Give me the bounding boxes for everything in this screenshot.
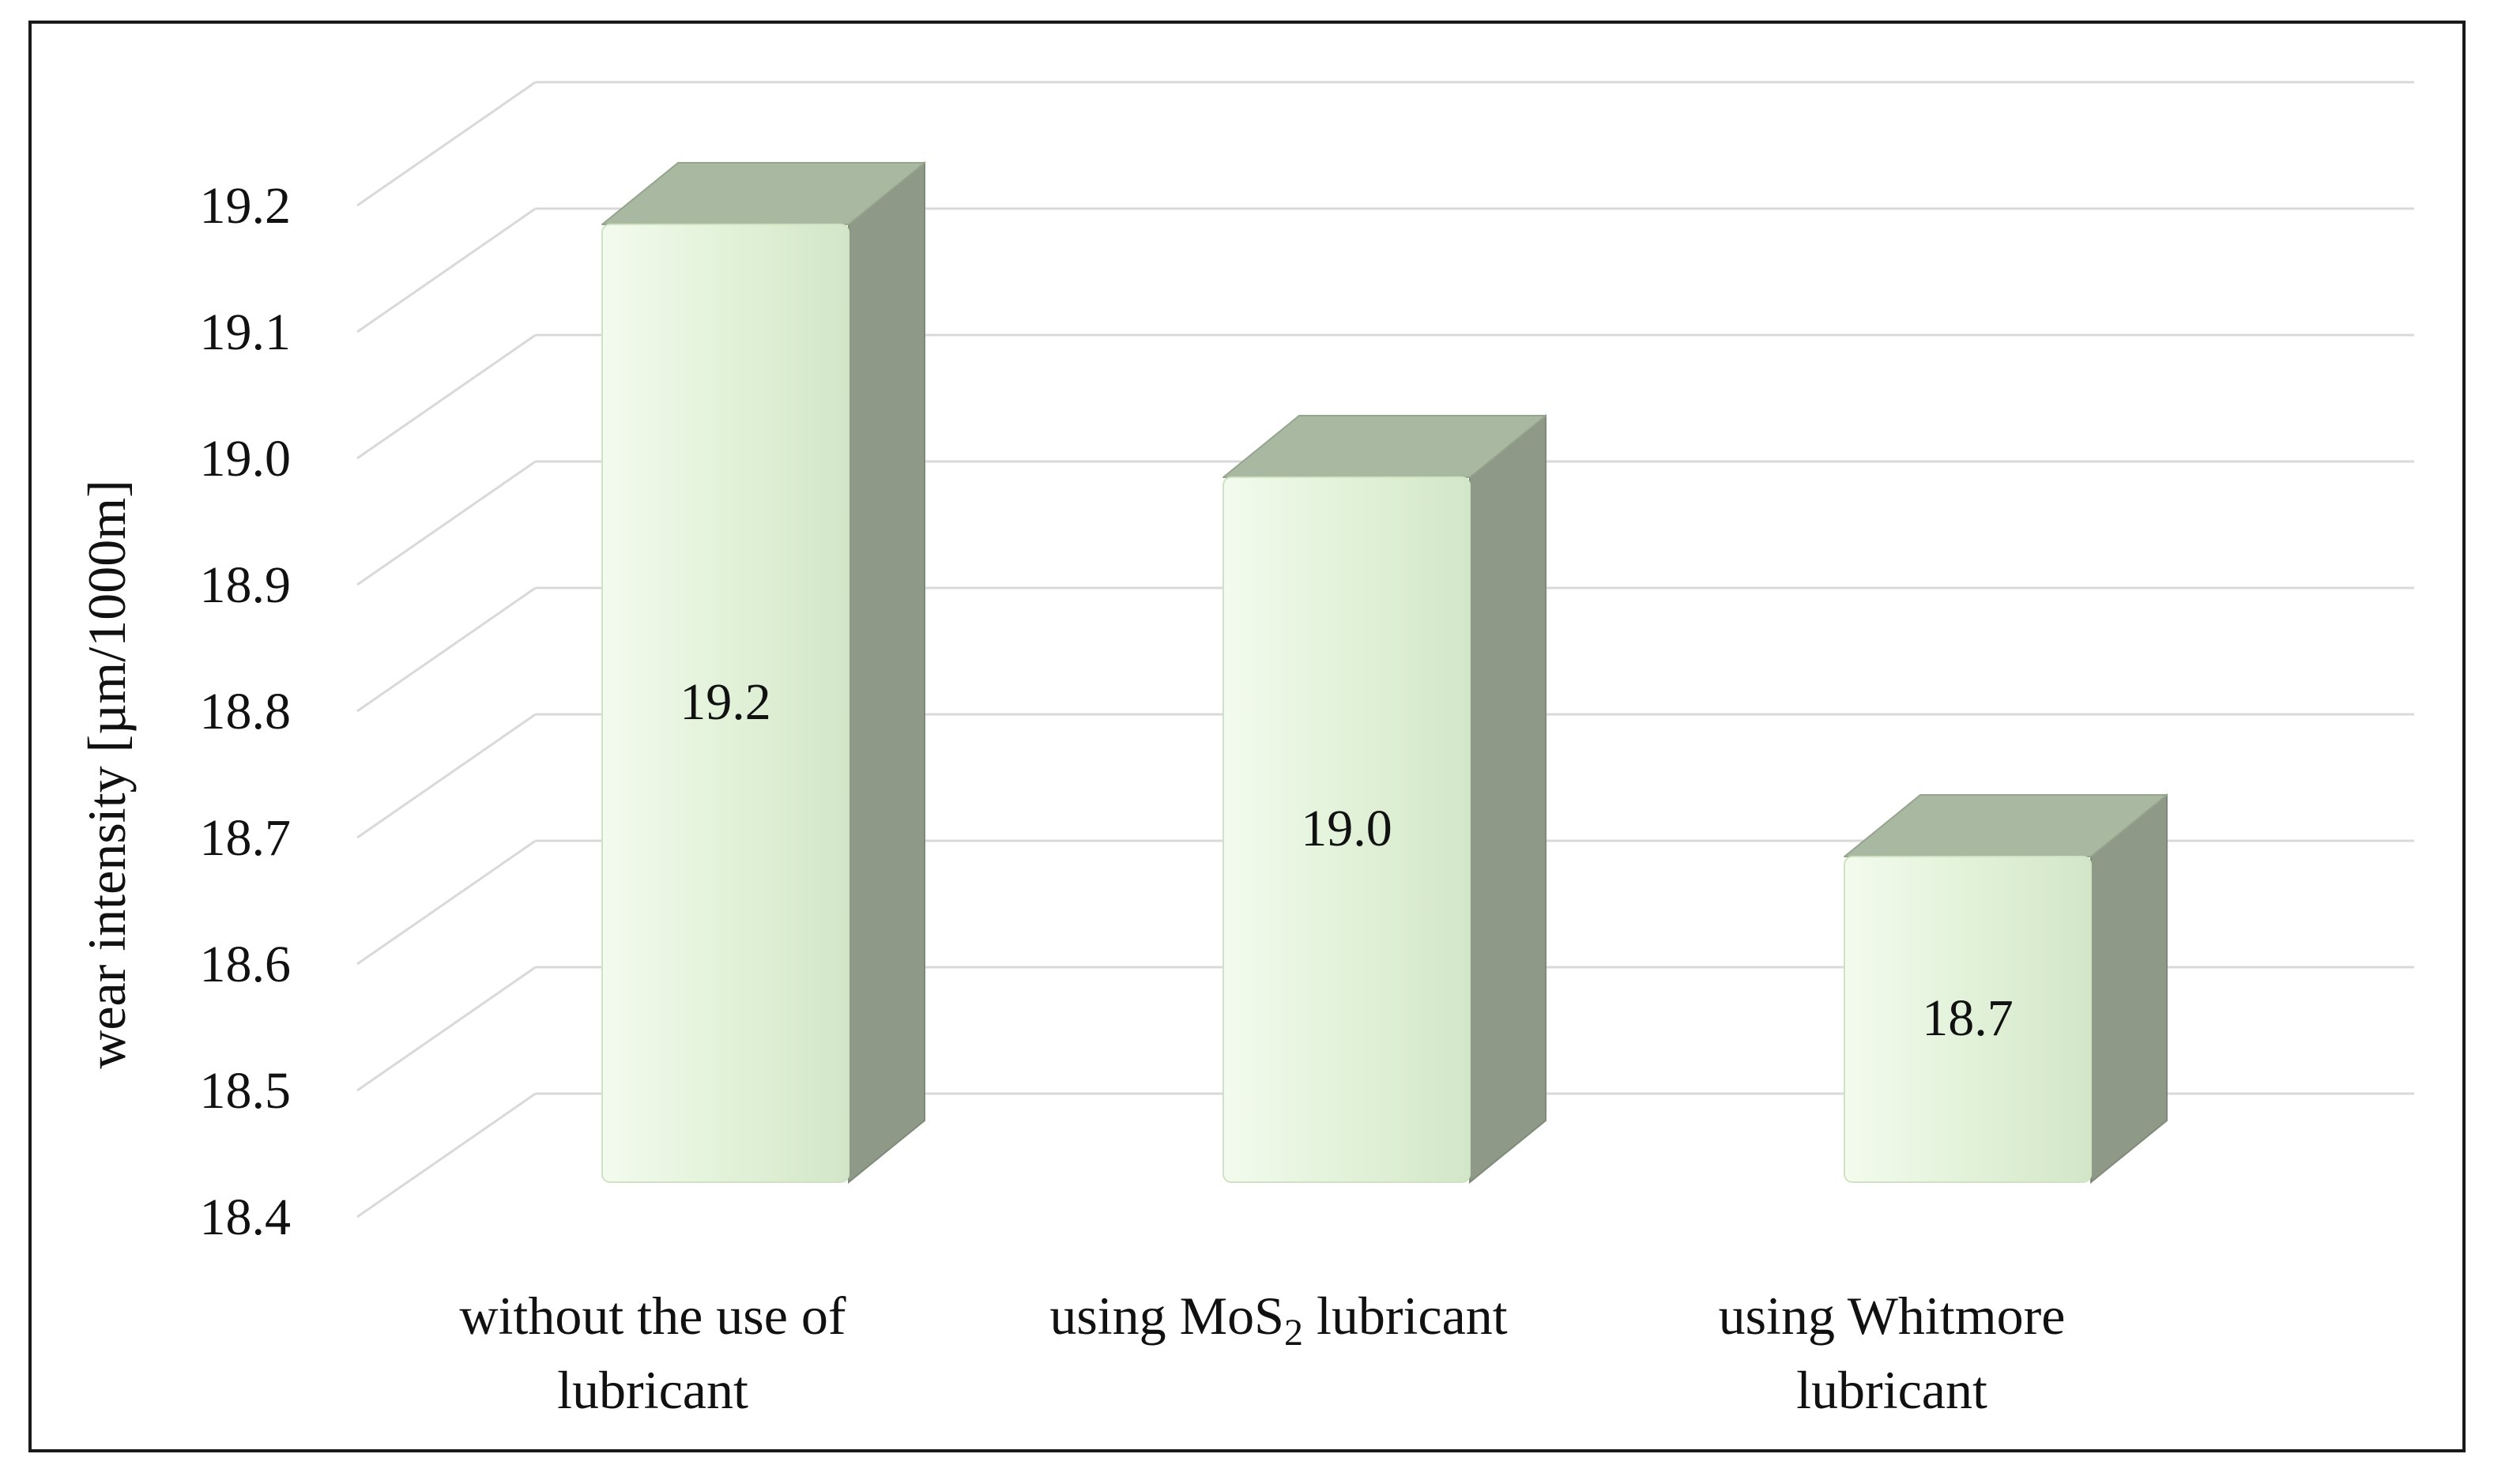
- gridline-diagonal: [356, 333, 537, 460]
- y-tick-label: 18.5: [200, 1062, 292, 1120]
- bar-front-face: [1223, 476, 1471, 1183]
- bar-side-face: [2090, 793, 2168, 1185]
- gridline-diagonal: [356, 81, 537, 207]
- gridline-diagonal: [356, 839, 537, 966]
- y-tick-label: 18.4: [200, 1188, 292, 1246]
- y-tick-label: 19.2: [200, 177, 292, 235]
- gridline-diagonal: [356, 966, 537, 1092]
- x-tick-label: lubricant: [1796, 1360, 1987, 1420]
- data-label: 19.0: [1301, 800, 1392, 857]
- bar: 19.0: [1223, 413, 1547, 1185]
- data-label: 19.2: [680, 673, 771, 731]
- bar: 19.2: [601, 160, 925, 1185]
- bar: 18.7: [1844, 793, 2168, 1185]
- y-axis-ticks: 18.4 18.5 18.6 18.7 18.8 18.9 19.0 19.1 19.2: [200, 177, 292, 1246]
- bar-front-face: [1844, 856, 2092, 1183]
- bar-side-face: [848, 160, 925, 1185]
- data-label: 18.7: [1922, 989, 2014, 1047]
- y-tick-label: 18.8: [200, 683, 292, 740]
- y-tick-label: 18.7: [200, 809, 292, 867]
- gridline-diagonal: [356, 586, 537, 713]
- x-tick-label: without the use of: [459, 1286, 846, 1346]
- gridline-diagonal: [356, 1092, 537, 1218]
- gridline-diagonal: [356, 460, 537, 586]
- x-tick-label: using MoS2 lubricant: [1049, 1286, 1507, 1354]
- gridline-diagonal: [356, 207, 537, 333]
- y-tick-label: 18.6: [200, 936, 292, 993]
- bar-side-face: [1469, 413, 1547, 1185]
- bars: 19.2 19.0 18.7: [601, 160, 2168, 1185]
- bar-front-face: [601, 224, 850, 1183]
- gridline-diagonal: [356, 713, 537, 839]
- x-tick-label: lubricant: [557, 1360, 748, 1420]
- y-axis-label: wear intensity [µm/1000m]: [77, 480, 137, 1068]
- y-tick-label: 19.0: [200, 430, 292, 488]
- y-tick-label: 19.1: [200, 303, 292, 361]
- x-axis-labels: without the use of lubricant using MoS2 lu…: [459, 1286, 2065, 1420]
- x-tick-label: using Whitmore: [1719, 1286, 2066, 1346]
- y-tick-label: 18.9: [200, 556, 292, 614]
